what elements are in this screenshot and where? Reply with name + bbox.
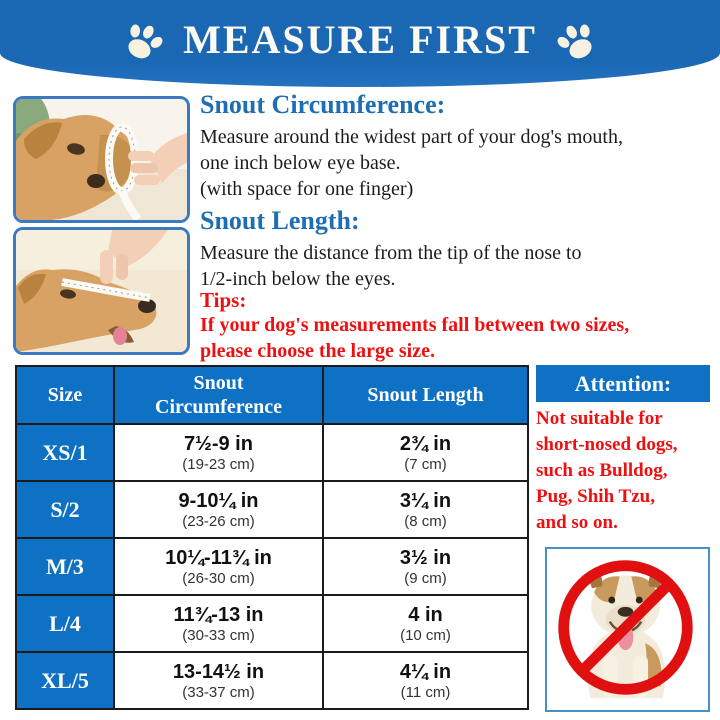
circumference-cm: (33-37 cm): [182, 683, 255, 701]
circumference-inches: 7½-9 in: [184, 432, 253, 455]
size-label: XL/5: [15, 651, 115, 710]
length-inches: 4¼ in: [399, 660, 452, 683]
size-label: XS/1: [15, 423, 115, 482]
paw-icon: [557, 24, 592, 58]
length-inches: 3¼ in: [399, 489, 452, 512]
table-header-row: Size Snout Circumference Snout Length: [15, 365, 529, 425]
length-inches: 3½ in: [399, 546, 452, 569]
col-header-length: Snout Length: [322, 365, 529, 425]
attention-warning-text: Not suitable for short-nosed dogs, such …: [536, 408, 678, 533]
attention-heading: Attention:: [536, 365, 710, 402]
circumference-instructions: Measure around the widest part of your d…: [200, 126, 623, 200]
tips-text: If your dog's measurements fall between …: [200, 314, 630, 362]
length-cm: (10 cm): [400, 626, 451, 644]
length-instructions: Measure the distance from the tip of the…: [200, 242, 582, 290]
page-title: MEASURE FIRST: [183, 17, 537, 62]
size-label: L/4: [15, 594, 115, 653]
snout-length-photo: [13, 227, 190, 355]
circumference-inches: 13-14½ in: [172, 660, 265, 683]
table-row: L/4 11¾-13 in (30-33 cm) 4 in (10 cm): [15, 594, 529, 653]
table-row: XL/5 13-14½ in (33-37 cm) 4¼ in (11 cm): [15, 651, 529, 710]
circumference-cm: (26-30 cm): [182, 569, 255, 587]
circumference-inches: 10¼-11¾ in: [165, 546, 272, 569]
length-cm: (8 cm): [404, 512, 447, 530]
table-row: M/3 10¼-11¾ in (26-30 cm) 3½ in (9 cm): [15, 537, 529, 596]
circumference-cm: (19-23 cm): [182, 455, 255, 473]
circumference-cm: (30-33 cm): [182, 626, 255, 644]
length-heading: Snout Length:: [200, 206, 360, 235]
col-header-circumference: Snout Circumference: [113, 365, 324, 425]
table-row: S/2 9-10¼ in (23-26 cm) 3¼ in (8 cm): [15, 480, 529, 539]
circumference-cm: (23-26 cm): [182, 512, 255, 530]
length-cm: (11 cm): [400, 683, 451, 701]
size-chart-table: Size Snout Circumference Snout Length XS…: [15, 365, 529, 710]
tips-heading: Tips:: [200, 288, 247, 312]
length-cm: (9 cm): [404, 569, 447, 587]
circumference-inches: 9-10¼ in: [178, 489, 259, 512]
length-cm: (7 cm): [404, 455, 447, 473]
snout-circumference-photo: [13, 96, 190, 223]
banner: MEASURE FIRST: [0, 0, 720, 87]
table-row: XS/1 7½-9 in (19-23 cm) 2¾ in (7 cm): [15, 423, 529, 482]
paw-icon: [128, 24, 163, 58]
length-inches: 2¾ in: [399, 432, 452, 455]
no-short-nosed-dogs-icon: [545, 547, 710, 712]
size-label: S/2: [15, 480, 115, 539]
col-header-size: Size: [15, 365, 115, 425]
size-label: M/3: [15, 537, 115, 596]
circumference-heading: Snout Circumference:: [200, 90, 446, 119]
length-inches: 4 in: [408, 603, 443, 626]
circumference-inches: 11¾-13 in: [173, 603, 264, 626]
